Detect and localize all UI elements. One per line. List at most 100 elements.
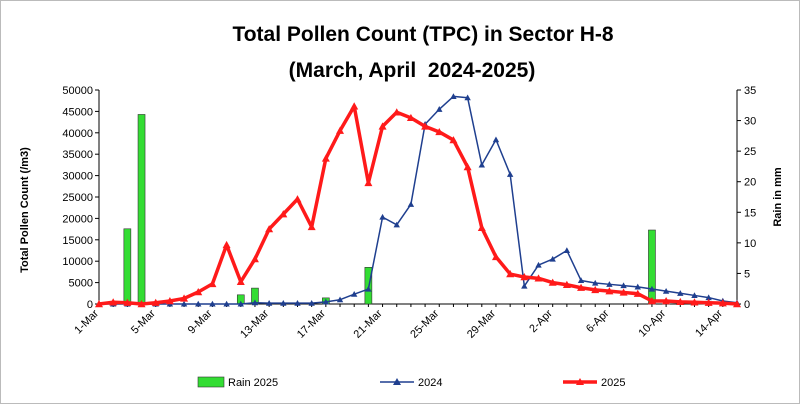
series-point-2024 [606, 281, 613, 287]
series-point-2025 [293, 195, 302, 203]
series-point-2025 [733, 300, 741, 308]
series-point-2024 [209, 300, 216, 307]
series-point-2024 [407, 201, 415, 207]
series-point-2025 [137, 300, 146, 308]
y2-tick-label: 35 [744, 85, 756, 97]
series-point-2025 [265, 225, 274, 233]
y2-tick-label: 30 [744, 116, 756, 128]
series-point-2025 [95, 300, 103, 308]
series-point-2024 [549, 255, 556, 262]
legend: Rain 2025 2024 2025 [197, 376, 625, 389]
legend-swatch-Rain 2025 [197, 376, 225, 388]
series-point-2025 [506, 270, 515, 278]
series-point-2024 [691, 292, 698, 298]
series-point-2024 [436, 106, 443, 112]
series-point-2024 [379, 213, 386, 220]
series-point-2024 [677, 290, 684, 296]
series-point-2025 [463, 163, 472, 171]
rain-bar [137, 114, 146, 305]
series-point-2025 [477, 223, 486, 232]
series-point-2024 [662, 287, 670, 294]
series-point-2024 [265, 299, 273, 306]
chart-title-line2: (March, April 2024-2025) [289, 59, 536, 82]
y-tick-label: 45000 [62, 106, 93, 118]
series-point-2024 [280, 299, 287, 306]
series-point-2025 [279, 210, 288, 218]
series-point-2024 [322, 298, 330, 305]
series-point-2025 [577, 283, 586, 291]
series-point-2025 [704, 298, 713, 306]
y-axis-label: Total Pollen Count (/m3) [19, 147, 31, 273]
y-tick-label: 40000 [62, 128, 93, 140]
series-point-2024 [365, 285, 372, 292]
series-point-2024 [592, 279, 599, 286]
series-point-2025 [236, 277, 245, 285]
y-tick-label: 35000 [62, 149, 93, 161]
legend-marker-2024 [393, 378, 401, 385]
rain-bar [123, 228, 132, 305]
series-point-2025 [250, 255, 259, 263]
series-point-2024 [620, 282, 627, 289]
series-point-2025 [662, 297, 671, 305]
series-point-2025 [619, 288, 628, 296]
series-line-2024 [99, 95, 738, 305]
series-point-2024 [506, 171, 514, 177]
series-point-2024 [180, 300, 188, 307]
y-tick-label: 10000 [62, 256, 93, 268]
y-tick-label: 50000 [62, 85, 93, 97]
series-point-2025 [520, 273, 529, 281]
series-point-2024 [478, 161, 485, 168]
series-point-2024 [223, 300, 230, 307]
rain-bar [648, 229, 656, 305]
series-point-2025 [548, 278, 557, 286]
y2-tick-label: 0 [744, 299, 750, 311]
legend-label-2024: 2024 [418, 377, 442, 389]
series-point-2025 [222, 240, 231, 249]
series-point-2025 [350, 102, 359, 110]
series-point-2025 [392, 108, 401, 116]
series-point-2024 [450, 93, 457, 99]
y-tick-label: 0 [87, 299, 93, 311]
y2-tick-label: 25 [744, 146, 756, 158]
series-line-2025 [98, 104, 738, 306]
y-tick-label: 5000 [69, 278, 93, 290]
y2-tick-label: 20 [744, 177, 756, 189]
y2-tick-label: 10 [744, 238, 756, 250]
series-point-2025 [208, 279, 217, 288]
y2-axis-label: Rain in mm [772, 167, 784, 227]
series-point-2024 [336, 296, 344, 303]
series-point-2025 [449, 136, 458, 144]
series-point-2025 [647, 297, 656, 305]
series-point-2024 [648, 285, 656, 292]
series-point-2025 [690, 298, 699, 306]
series-point-2025 [180, 294, 189, 302]
series-point-2025 [151, 298, 160, 306]
series-point-2025 [491, 252, 500, 261]
series-point-2025 [321, 154, 330, 162]
series-point-2024 [195, 300, 202, 307]
series-point-2025 [336, 126, 345, 134]
series-point-2025 [194, 288, 203, 296]
y-tick-label: 30000 [62, 171, 93, 183]
chart-title-line1: Total Pollen Count (TPC) in Sector H-8 [232, 23, 613, 46]
series-point-2025 [109, 298, 118, 306]
y-tick-label: 15000 [62, 235, 93, 247]
series-point-2025 [165, 297, 174, 305]
series-point-2025 [123, 298, 132, 306]
series-point-2025 [591, 285, 600, 294]
series-point-2024 [535, 261, 542, 268]
y2-tick-label: 5 [744, 268, 750, 280]
series-point-2024 [563, 247, 571, 254]
series-point-2024 [577, 277, 585, 284]
series-point-2024 [521, 282, 528, 289]
legend-label-2025: 2025 [601, 377, 625, 389]
series-point-2025 [421, 122, 430, 130]
series-point-2024 [308, 299, 315, 306]
legend-label-Rain 2025: Rain 2025 [228, 377, 278, 389]
legend-marker-2025 [576, 378, 584, 385]
series-point-2025 [307, 222, 316, 231]
series-point-2025 [406, 113, 415, 122]
